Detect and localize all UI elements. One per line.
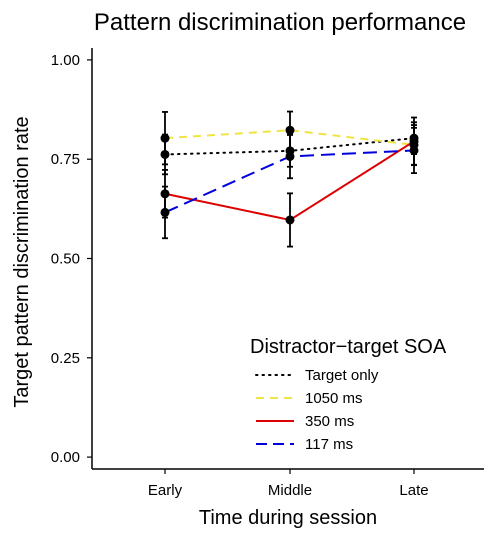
plot-area [160, 110, 419, 248]
legend-label: 350 ms [305, 413, 354, 430]
y-axis: 0.00 0.25 0.50 0.75 1.00 [51, 52, 92, 466]
y-tick-label: 1.00 [51, 52, 80, 69]
data-point [285, 125, 295, 135]
x-axis: Early Middle Late [148, 469, 429, 499]
legend: Distractor−target SOA Target only 1050 ms… [250, 336, 447, 453]
chart-title: Pattern discrimination performance [94, 9, 466, 36]
data-point [409, 136, 419, 146]
y-tick-label: 0.25 [51, 350, 80, 367]
data-point [160, 133, 170, 143]
y-tick-label: 0.75 [51, 151, 80, 168]
x-tick-label: Middle [268, 482, 312, 499]
data-point [285, 151, 295, 161]
x-tick-label: Late [399, 482, 428, 499]
data-point [160, 149, 170, 159]
data-point [285, 215, 295, 225]
y-tick-label: 0.00 [51, 449, 80, 466]
data-point [160, 189, 170, 199]
point-layer [160, 125, 419, 225]
data-point [409, 145, 419, 155]
data-point [160, 207, 170, 217]
x-tick-label: Early [148, 482, 183, 499]
legend-label: 117 ms [305, 436, 353, 453]
y-axis-title: Target pattern discrimination rate [11, 116, 33, 407]
legend-label: 1050 ms [305, 390, 363, 407]
y-tick-label: 0.50 [51, 251, 80, 268]
legend-title: Distractor−target SOA [250, 336, 447, 358]
legend-label: Target only [305, 367, 379, 384]
x-axis-title: Time during session [199, 507, 377, 529]
